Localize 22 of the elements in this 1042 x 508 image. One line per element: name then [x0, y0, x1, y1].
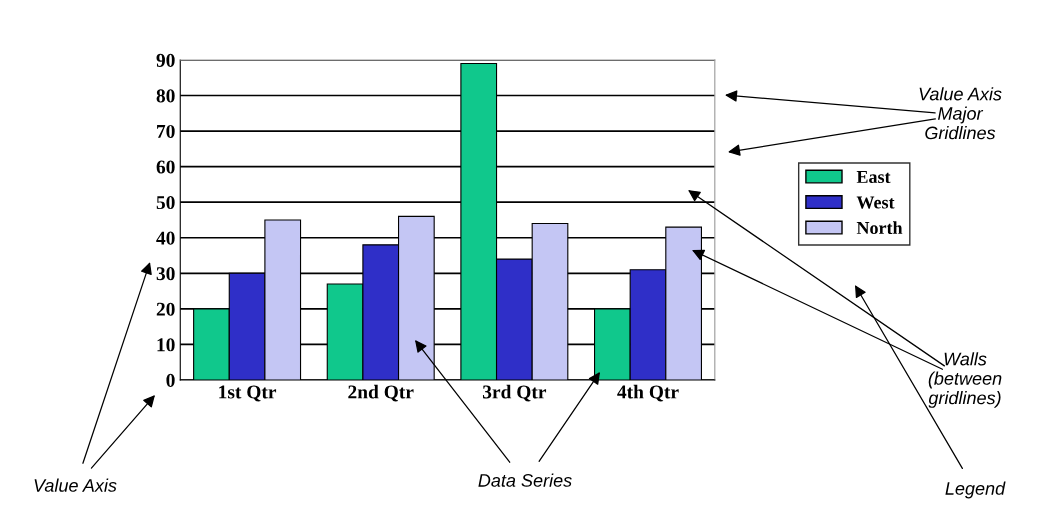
y-tick-label: 60: [156, 160, 175, 174]
legend-label: North: [856, 221, 903, 235]
text: Walls (between gridlines): [928, 352, 1002, 408]
y-tick-label: 10: [157, 338, 175, 352]
legend-label: West: [856, 196, 895, 209]
text: Value Axis Major Gridlines: [919, 87, 1002, 140]
x-tick-label: 1st Qtr: [219, 385, 277, 402]
y-tick-label: 70: [157, 124, 175, 138]
legend-label: East: [856, 171, 891, 184]
text: Data Series: [478, 473, 572, 487]
y-tick-label: 20: [156, 302, 175, 316]
x-tick-label: 2nd Qtr: [348, 384, 414, 402]
y-tick-label: 80: [156, 89, 175, 103]
x-tick-label: 4th Qtr: [617, 384, 679, 402]
text: Value Axis: [34, 478, 117, 492]
y-tick-label: 0: [166, 373, 175, 387]
y-tick-label: 50: [156, 196, 175, 210]
y-tick-label: 40: [156, 231, 175, 245]
x-tick-label: 3rd Qtr: [482, 384, 547, 402]
y-tick-label: 30: [156, 267, 175, 281]
text: Legend: [945, 481, 1006, 499]
y-tick-label: 90: [156, 53, 175, 67]
